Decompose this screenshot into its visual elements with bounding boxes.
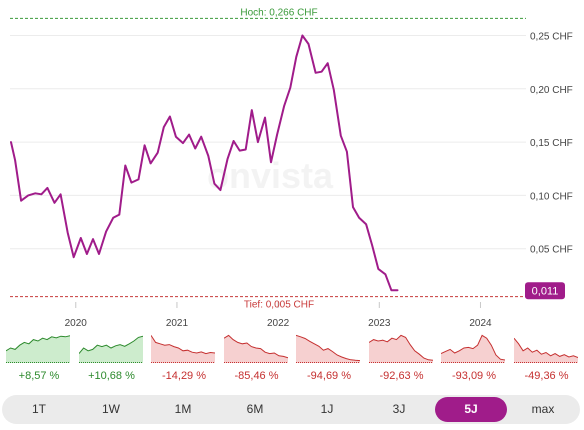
period-performance-item: -49,36 % (512, 333, 582, 385)
low-label: Tief: 0,005 CHF (244, 300, 314, 311)
y-tick-label: 0,25 CHF (530, 31, 573, 42)
sparkline-line (368, 334, 433, 361)
range-button-3j[interactable]: 3J (392, 402, 406, 416)
x-tick-label: 2021 (166, 318, 189, 329)
period-performance-strip: +8,57 % +10,68 % -14,29 % -85,46 % -94,69 % -… (0, 333, 584, 385)
sparkline (223, 334, 288, 363)
sparkline-line (151, 335, 215, 355)
period-change-label: +10,68 % (88, 370, 135, 382)
y-tick-label: 0,15 CHF (530, 138, 573, 149)
high-label: Hoch: 0,266 CHF (240, 7, 317, 18)
range-button-1j[interactable]: 1J (320, 402, 334, 416)
x-axis-ticks: 2020 2021 2022 2023 2024 (65, 302, 492, 329)
current-price-badge: 0,011 (525, 282, 565, 300)
x-tick-label: 2022 (267, 318, 290, 329)
sparkline-area (78, 336, 143, 363)
range-button-6m[interactable]: 6M (246, 402, 264, 416)
range-button-5j[interactable]: 5J (435, 397, 507, 422)
sparkline (151, 335, 215, 363)
current-price-label: 0,011 (532, 285, 559, 297)
sparkline (441, 334, 505, 363)
period-change-label: -14,29 % (161, 370, 207, 382)
range-button-1w[interactable]: 1W (102, 402, 120, 416)
y-tick-label: 0,10 CHF (530, 191, 573, 202)
period-performance-item: -92,63 % (367, 333, 437, 385)
period-performance-item: +10,68 % (77, 333, 147, 385)
period-performance-item: -94,69 % (294, 333, 364, 385)
period-performance-item: -14,29 % (149, 333, 219, 385)
sparkline-line (223, 334, 288, 359)
sparkline-area (6, 335, 70, 363)
sparkline-line (441, 334, 505, 361)
current-price-badge-bg (525, 282, 565, 300)
sparkline (513, 337, 578, 363)
sparkline-line (513, 337, 578, 358)
period-change-label: -92,63 % (379, 370, 424, 382)
y-axis-ticks: 0,05 CHF 0,10 CHF 0,15 CHF 0,20 CHF 0,25 CHF (530, 31, 573, 255)
sparkline-area (368, 335, 433, 363)
period-change-label: -85,46 % (234, 370, 279, 382)
sparkline-line (296, 334, 360, 362)
period-change-label: -93,09 % (451, 370, 497, 382)
period-performance-item: +8,57 % (4, 333, 74, 385)
sparkline (368, 334, 433, 363)
y-tick-label: 0,05 CHF (530, 245, 573, 256)
sparkline (296, 334, 360, 363)
period-performance-item: -93,09 % (439, 333, 509, 385)
range-button-1m[interactable]: 1M (174, 402, 192, 416)
period-performance-item: -85,46 % (222, 333, 292, 385)
sparkline (78, 335, 143, 363)
price-series-line (10, 34, 399, 292)
x-tick-label: 2020 (65, 318, 88, 329)
sparkline-line (6, 335, 70, 352)
sparkline-area (513, 338, 578, 363)
range-button-1t[interactable]: 1T (31, 402, 46, 416)
sparkline-area (151, 335, 215, 363)
x-tick-label: 2024 (469, 318, 492, 329)
sparkline-area (296, 335, 360, 363)
y-tick-label: 0,20 CHF (530, 85, 573, 96)
x-tick-label: 2023 (368, 318, 391, 329)
period-change-label: -49,36 % (524, 370, 569, 382)
sparkline-area (223, 335, 288, 363)
sparkline-line (78, 335, 143, 354)
period-change-label: +8,57 % (18, 370, 60, 382)
time-range-selector: 1T 1W 1M 6M 1J 3J 5J max (2, 395, 580, 424)
period-change-label: -94,69 % (306, 370, 352, 382)
range-button-max[interactable]: max (531, 402, 555, 416)
sparkline (6, 335, 70, 363)
